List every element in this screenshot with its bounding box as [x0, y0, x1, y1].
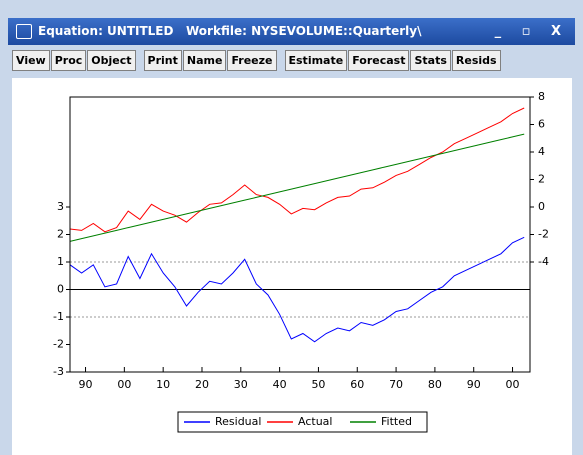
series-line — [69, 107, 525, 233]
legend-label: Residual — [215, 415, 261, 428]
y2-tick-label: -4 — [538, 255, 549, 268]
x-tick-label: 80 — [428, 378, 442, 391]
toolbar-button[interactable]: Resids — [451, 50, 501, 71]
x-tick-label: 90 — [467, 378, 481, 391]
x-tick-label: 00 — [117, 378, 131, 391]
series-line — [69, 133, 525, 242]
y2-tick-label: 0 — [538, 200, 545, 213]
y2-tick-label: 6 — [538, 118, 545, 131]
x-tick-label: 10 — [156, 378, 170, 391]
y-tick-label: -1 — [53, 310, 64, 323]
x-tick-label: 40 — [273, 378, 287, 391]
x-tick-label: 90 — [79, 378, 93, 391]
y-tick-label: 0 — [57, 283, 64, 296]
title-bar: Equation: UNTITLED Workfile: NYSEVOLUME:… — [8, 18, 575, 45]
y-tick-label: -3 — [53, 365, 64, 378]
x-tick-label: 70 — [389, 378, 403, 391]
toolbar-button[interactable]: Print — [143, 50, 182, 71]
legend-label: Actual — [298, 415, 332, 428]
y2-tick-label: -2 — [538, 228, 549, 241]
window-title: Equation: UNTITLED Workfile: NYSEVOLUME:… — [38, 24, 422, 38]
y2-tick-label: 2 — [538, 173, 545, 186]
y-tick-label: 2 — [57, 228, 64, 241]
toolbar: View Proc Object Print Name Freeze Estimate For… — [12, 50, 502, 72]
toolbar-button[interactable]: Name — [182, 50, 227, 71]
toolbar-button[interactable]: Stats — [410, 50, 451, 71]
y-tick-label: -2 — [53, 338, 64, 351]
x-tick-label: 00 — [506, 378, 520, 391]
plot-frame — [69, 96, 531, 373]
graph-pane — [12, 78, 572, 455]
window-controls[interactable]: _ ▫ X — [494, 24, 569, 39]
y-tick-label: 3 — [57, 200, 64, 213]
series-line — [69, 236, 525, 343]
legend-label: Fitted — [381, 415, 412, 428]
x-tick-label: 60 — [350, 378, 364, 391]
window-icon[interactable] — [16, 24, 32, 39]
toolbar-button[interactable]: Proc — [50, 50, 87, 71]
y2-tick-label: 4 — [538, 145, 545, 158]
toolbar-button[interactable]: Estimate — [284, 50, 348, 71]
y-tick-label: 1 — [57, 255, 64, 268]
x-tick-label: 50 — [311, 378, 325, 391]
x-tick-label: 30 — [234, 378, 248, 391]
x-tick-label: 20 — [195, 378, 209, 391]
toolbar-button[interactable]: Object — [87, 50, 136, 71]
toolbar-button[interactable]: Freeze — [227, 50, 277, 71]
toolbar-button[interactable]: View — [12, 50, 50, 71]
legend-box — [177, 411, 428, 433]
y2-tick-label: 8 — [538, 90, 545, 103]
toolbar-button[interactable]: Forecast — [348, 50, 410, 71]
